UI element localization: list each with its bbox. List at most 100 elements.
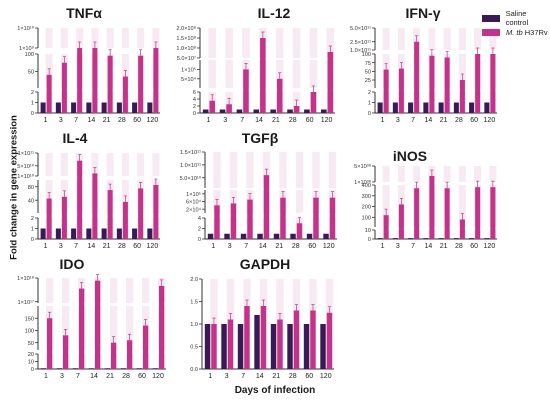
panel-title-ido: IDO	[59, 256, 85, 272]
bar-control-60	[132, 102, 138, 113]
bar-infected-7	[243, 69, 249, 113]
band-6-4-1	[110, 306, 118, 350]
band-1-5-1	[292, 60, 301, 88]
bar-infected-3	[226, 104, 232, 113]
y-tick-label: 1×10⁹	[19, 45, 35, 52]
x-tick-label: 120	[484, 117, 496, 124]
x-tick-label: 7	[244, 243, 248, 250]
bar-control-1	[40, 102, 46, 113]
bar-control-21	[101, 228, 107, 239]
band-4-6-0	[312, 152, 320, 188]
band-5-0-0	[382, 166, 390, 182]
band-3-6-0	[137, 153, 145, 176]
y-tick-label: 150	[25, 316, 34, 322]
y-tick-label: 1×10¹⁸	[17, 275, 34, 282]
y-tick-label: 1×10¹⁷	[18, 299, 35, 306]
bar-infected-1	[211, 324, 217, 369]
legend-item-infected: M. tb H37Rv	[482, 25, 550, 39]
band-4-2-0	[246, 152, 254, 188]
y-tick-label: 6×10⁴	[186, 199, 202, 206]
band-0-0-0	[45, 28, 53, 48]
y-tick-label: 25	[365, 78, 371, 84]
bar-infected-7	[414, 188, 420, 239]
x-tick-label: 120	[323, 243, 335, 250]
y-tick-label: 5×10³⁸	[354, 163, 371, 170]
x-tick-label: 28	[122, 373, 130, 380]
x-tick-label: 120	[152, 373, 164, 380]
band-2-4-0	[443, 28, 451, 50]
x-tick-label: 60	[306, 117, 314, 124]
bar-infected-60	[310, 310, 316, 369]
x-tick-label: 7	[74, 243, 78, 250]
legend-label-infected: M. tb H37Rv	[506, 28, 548, 37]
y-tick-label: 4	[198, 216, 201, 222]
bar-infected-7	[244, 306, 250, 369]
y-tick-label: 50	[28, 70, 34, 76]
y-tick-label: 20	[28, 352, 34, 358]
panel-title-il12: IL-12	[257, 5, 291, 21]
bar-infected-7	[79, 288, 85, 369]
y-tick-label: 1×10⁵	[181, 67, 196, 74]
band-5-5-1	[458, 185, 466, 227]
legend-label-infected-strain: H37Rv	[522, 27, 548, 37]
x-tick-label: 14	[90, 373, 98, 380]
band-5-1-0	[397, 166, 405, 182]
x-tick-label: 1	[211, 243, 215, 250]
bar-infected-60	[310, 92, 317, 113]
x-axis-title: Days of infection	[234, 385, 316, 396]
y-tick-label: 2	[31, 216, 34, 222]
band-3-4-0	[106, 153, 114, 176]
x-tick-label: 21	[440, 243, 448, 250]
bar-infected-14	[429, 55, 435, 113]
x-tick-label: 60	[470, 243, 478, 250]
band-1-2-0	[242, 28, 250, 58]
y-tick-label: 2.0	[190, 277, 198, 283]
bar-infected-1	[209, 100, 216, 113]
band-2-7-0	[489, 28, 497, 50]
x-tick-label: 14	[424, 117, 432, 124]
y-tick-label: 50	[28, 341, 34, 347]
y-tick-label: 1.5×10⁸	[176, 35, 196, 42]
bar-control-21	[270, 109, 276, 113]
panel-7: 0.0 0.5 1.0 1.5 2.0 1 3 7 14 21 28 60 120	[190, 277, 334, 380]
bar-control-1	[202, 109, 209, 113]
x-tick-label: 3	[59, 243, 63, 250]
band-0-7-0	[152, 28, 160, 48]
x-tick-label: 60	[138, 373, 146, 380]
band-3-5-0	[121, 153, 129, 176]
bar-control-60	[303, 324, 310, 369]
x-tick-label: 120	[147, 117, 159, 124]
bar-infected-120	[490, 54, 496, 113]
y-tick-label: 2	[198, 227, 201, 233]
bar-infected-60	[138, 55, 144, 113]
bar-infected-1	[46, 74, 52, 113]
x-tick-label: 1	[206, 117, 210, 124]
bar-infected-120	[490, 187, 496, 239]
y-tick-label: 1.5×10¹¹	[180, 150, 201, 156]
bar-control-3	[392, 102, 398, 113]
x-tick-label: 60	[133, 243, 141, 250]
bar-control-3	[221, 324, 227, 369]
bar-control-120	[320, 324, 326, 369]
bar-infected-3	[61, 62, 67, 113]
y-tick-label: 6	[193, 90, 196, 96]
y-tick-label: 1.0×10¹¹	[180, 163, 201, 169]
y-tick-label: 0.0	[190, 367, 198, 373]
bar-control-120	[323, 233, 329, 239]
band-5-7-0	[489, 166, 497, 182]
bar-infected-21	[107, 55, 113, 113]
band-1-6-0	[309, 28, 318, 58]
bar-infected-28	[122, 76, 128, 113]
bar-infected-120	[329, 197, 336, 239]
band-6-1-0	[62, 278, 70, 303]
x-tick-label: 21	[272, 373, 280, 380]
x-tick-label: 28	[289, 373, 297, 380]
band-4-5-0	[295, 152, 304, 188]
band-0-3-0	[91, 28, 99, 48]
band-0-2-0	[76, 28, 84, 48]
y-tick-label: 0	[368, 237, 371, 243]
band-4-0-0	[213, 152, 221, 188]
band-2-1-0	[397, 28, 405, 50]
bar-control-21	[270, 324, 277, 369]
bar-control-21	[101, 102, 107, 113]
